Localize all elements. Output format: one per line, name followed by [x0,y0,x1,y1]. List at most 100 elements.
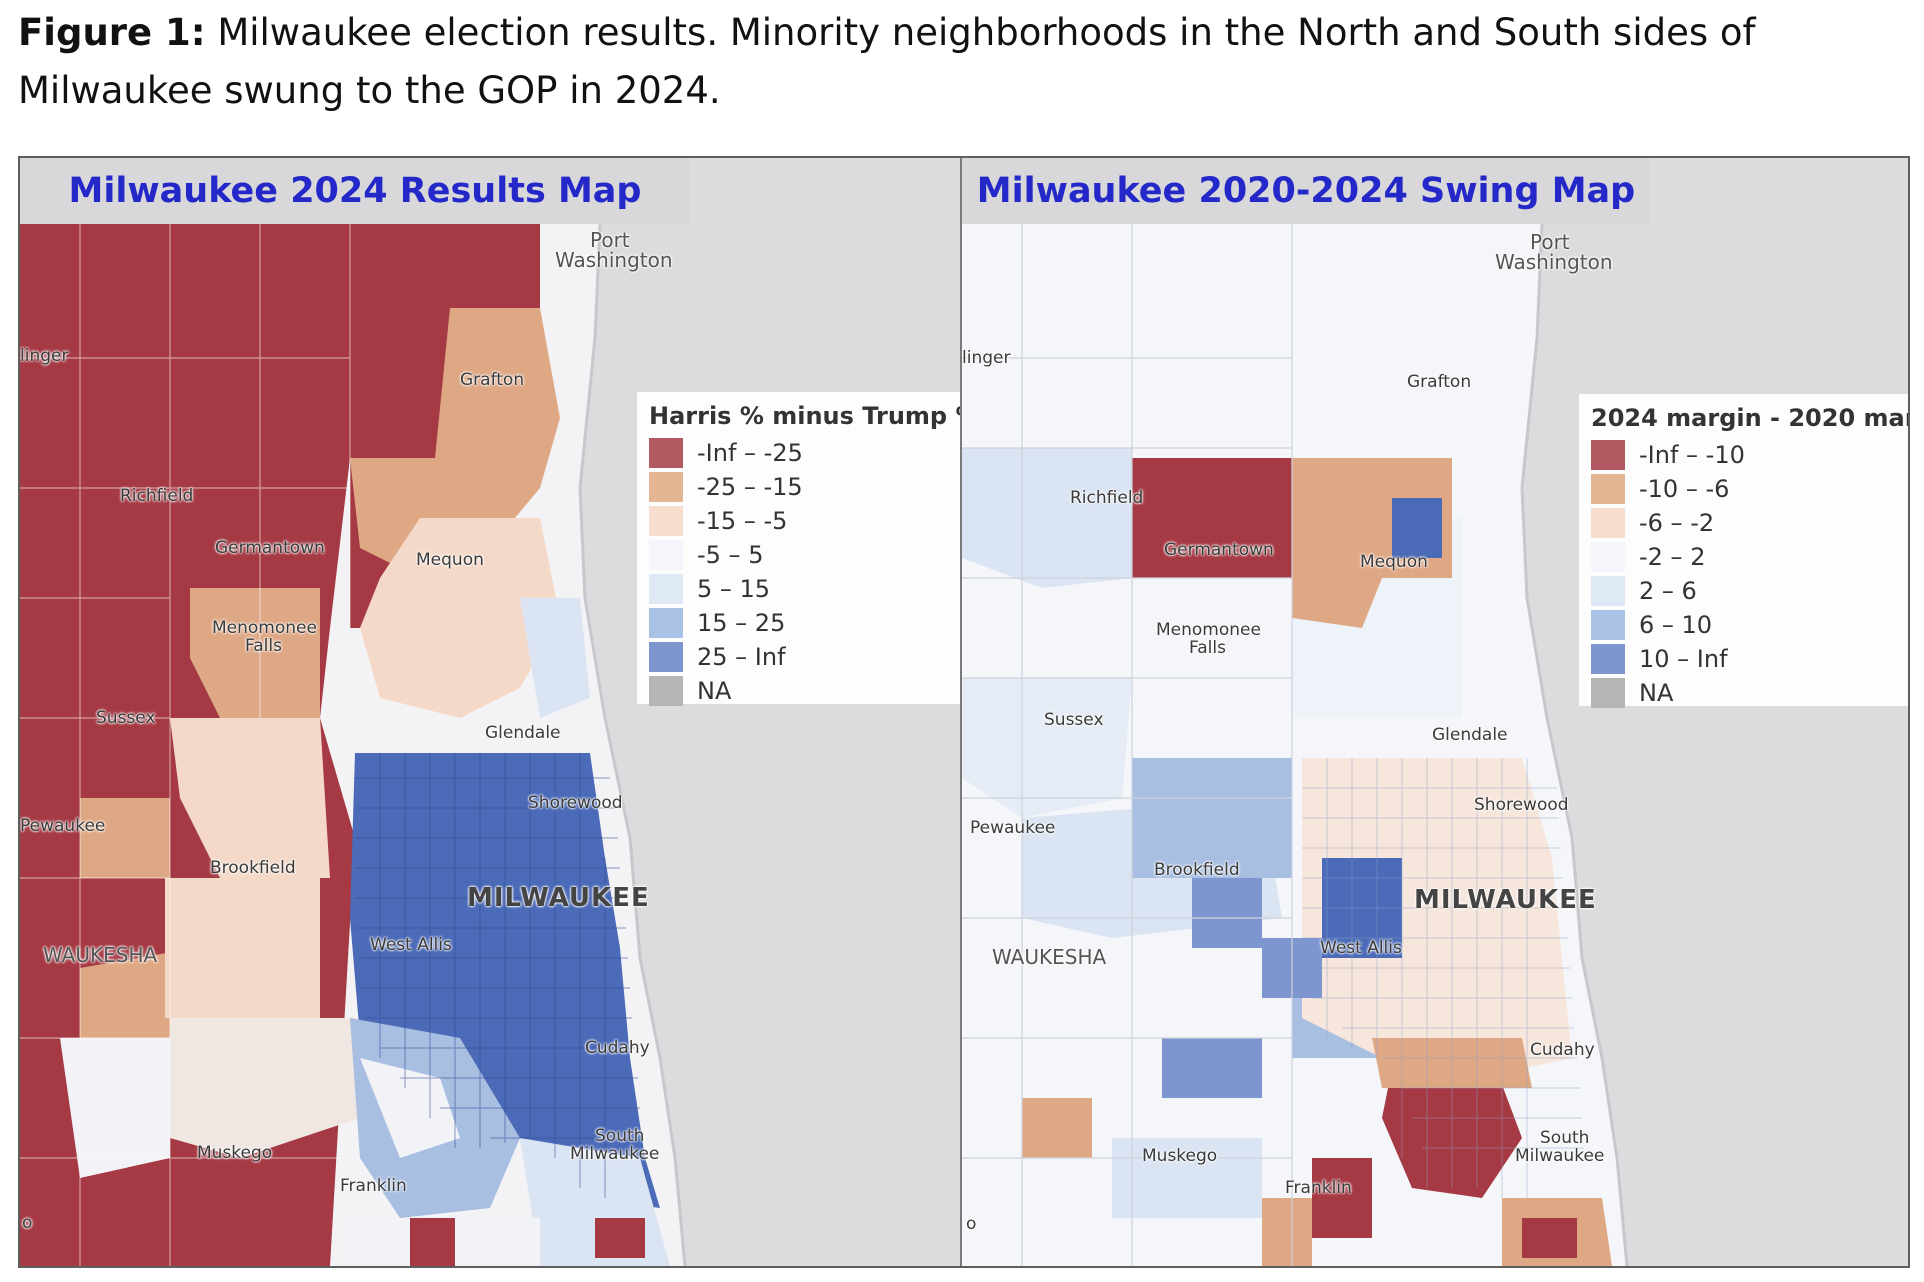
region-grafton-tan [435,308,560,548]
legend-swatch [649,438,683,468]
legend-label: -15 – -5 [697,507,788,535]
swing-map-title: Milwaukee 2020-2024 Swing Map [962,158,1650,224]
region-waukesha-tan [1022,1098,1092,1158]
legend-item: 15 – 25 [649,606,948,640]
figure-label: Figure 1: [18,11,206,54]
ward-boundaries [1302,758,1584,1198]
legend-label: NA [1639,679,1674,707]
results-legend: Harris % minus Trump % -Inf – -25 -25 – … [637,392,960,706]
label-brookfield: Brookfield [1154,860,1240,880]
legend-swatch [1591,508,1625,538]
region-brookfield-light [170,1018,360,1158]
legend-item: 10 – Inf [1591,642,1896,676]
legend-swatch [649,472,683,502]
label-south: South [595,1126,645,1146]
legend-label: -Inf – -25 [697,439,803,467]
label-falls: Falls [1189,638,1226,658]
region-south-milwaukee-red [1522,1218,1577,1258]
region-mequon-light [360,518,560,718]
region-mf-light [170,718,330,878]
results-map-panel: Milwaukee 2024 Results Map Port Washingt… [20,158,960,1266]
label-waukesha: WAUKESHA [992,945,1107,969]
label-milwaukee: MILWAUKEE [1414,885,1597,915]
region-south-side-tan [1372,1038,1532,1088]
label-shorewood: Shorewood [528,793,623,813]
legend-label: 15 – 25 [697,609,786,637]
label-south: South [1540,1128,1590,1148]
legend-item: 6 – 10 [1591,608,1896,642]
figure-container: Milwaukee 2024 Results Map Port Washingt… [18,156,1910,1268]
label-shorewood: Shorewood [1474,795,1569,815]
label-mequon: Mequon [416,550,484,570]
legend-item: -6 – -2 [1591,506,1896,540]
label-muskego: Muskego [1142,1146,1218,1166]
legend-swatch [649,506,683,536]
label-pewaukee: Pewaukee [20,816,106,836]
legend-item: -10 – -6 [1591,472,1896,506]
region-waukesha-white [60,1038,170,1178]
label-glendale: Glendale [485,723,561,743]
legend-label: NA [697,677,732,705]
region-south-milwaukee-red [595,1218,645,1258]
label-pewaukee: Pewaukee [970,818,1056,838]
label-brookfield: Brookfield [210,858,296,878]
label-richfield: Richfield [1070,488,1144,508]
legend-swatch [649,540,683,570]
legend-swatch [1591,474,1625,504]
label-west-allis: West Allis [370,935,452,955]
label-slinger: linger [20,346,69,366]
legend-swatch [1591,610,1625,640]
region-menomonee-light [165,878,320,1018]
label-cudahy: Cudahy [585,1038,650,1058]
legend-label: -25 – -15 [697,473,803,501]
legend-item: NA [1591,676,1896,710]
label-muskego: Muskego [197,1143,273,1163]
label-milwaukee: MILWAUKEE [467,883,650,913]
label-menomonee: Menomonee [1156,620,1261,640]
region-milwaukee-mixed [1302,758,1572,1078]
legend-swatch [649,574,683,604]
region-germantown-tan [190,588,320,718]
figure-caption: Figure 1: Milwaukee election results. Mi… [18,4,1908,120]
label-mequon: Mequon [1360,552,1428,572]
label-port: Port [1530,230,1570,254]
legend-swatch [1591,644,1625,674]
results-legend-title: Harris % minus Trump % [649,402,960,430]
region-mequon-blue-spot [1392,498,1442,558]
label-south-milwaukee: Milwaukee [570,1144,660,1164]
region-franklin-red [410,1218,455,1266]
label-west-allis: West Allis [1320,938,1402,958]
region-franklin-red [1312,1158,1372,1238]
label-slinger: linger [962,348,1011,368]
legend-swatch [1591,576,1625,606]
label-washington: Washington [1495,250,1613,274]
legend-label: 2 – 6 [1639,577,1697,605]
legend-item: -Inf – -10 [1591,438,1896,472]
shoreline [1520,223,1629,1266]
region-northwest-blue [962,448,1132,588]
municipal-boundaries [962,224,1293,1266]
label-franklin: Franklin [340,1176,407,1196]
label-menomonee: Menomonee [212,618,317,638]
results-map-title: Milwaukee 2024 Results Map [20,158,690,224]
region-west-blue [962,678,1132,818]
legend-swatch [1591,440,1625,470]
label-grafton: Grafton [460,370,525,390]
label-edge: o [966,1214,977,1234]
legend-label: 25 – Inf [697,643,786,671]
legend-item: -5 – 5 [649,538,948,572]
region-franklin-tan [1262,1198,1312,1266]
legend-item: 5 – 15 [649,572,948,606]
legend-swatch [649,642,683,672]
legend-label: 10 – Inf [1639,645,1728,673]
region-menomonee-blue [1132,758,1292,878]
legend-swatch [649,608,683,638]
label-sussex: Sussex [96,708,156,728]
label-edge: o [22,1213,33,1233]
label-franklin: Franklin [1285,1178,1352,1198]
legend-swatch [1591,678,1625,708]
label-sussex: Sussex [1044,710,1104,730]
label-port: Port [590,228,630,252]
label-richfield: Richfield [120,486,194,506]
legend-item: 2 – 6 [1591,574,1896,608]
